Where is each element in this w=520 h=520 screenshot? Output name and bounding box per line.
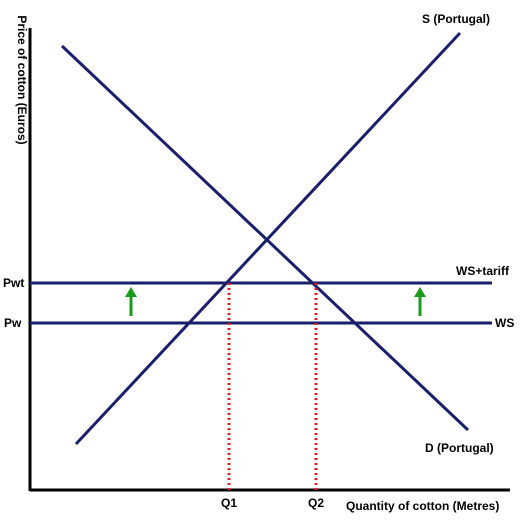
pwt-tick-label: Pwt [3, 276, 24, 290]
q1-tick-label: Q1 [221, 496, 237, 510]
supply-curve [74, 31, 462, 446]
world-supply-label: WS [495, 316, 514, 330]
world-supply-tariff-label: WS+tariff [456, 264, 510, 278]
supply-label: S (Portugal) [422, 12, 490, 26]
demand-label: D (Portugal) [425, 441, 494, 455]
pw-tick-label: Pw [4, 316, 22, 330]
demand-curve [60, 44, 470, 432]
y-axis-label: Price of cotton (Euros) [15, 15, 29, 144]
q2-tick-label: Q2 [308, 496, 324, 510]
tariff-arrow-left-icon [125, 287, 137, 316]
x-axis-label: Quantity of cotton (Metres) [346, 499, 499, 513]
tariff-arrow-right-icon [414, 287, 426, 316]
